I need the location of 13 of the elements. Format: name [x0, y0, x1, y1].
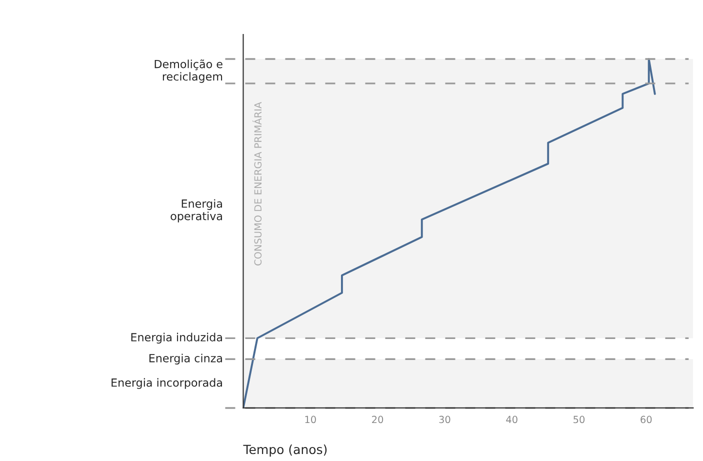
x-tick-label: 40	[506, 416, 518, 424]
x-tick-label: 10	[305, 416, 316, 424]
x-axis-title: Tempo (anos)	[243, 444, 327, 457]
x-tick-label: 50	[574, 416, 585, 424]
band-label: Energia operativa	[170, 199, 222, 222]
x-tick-label: 30	[439, 416, 450, 424]
x-tick-label: 60	[640, 416, 652, 424]
x-tick-label: 20	[372, 416, 384, 424]
ref-line-label: Energia induzida	[131, 332, 222, 344]
band-label: Energia incorporada	[112, 378, 222, 389]
y-axis-title: CONSUMO DE ENERGIA PRIMÁRIA	[252, 102, 262, 266]
ref-line-label: Energia cinza	[149, 354, 222, 365]
band-label: Demolição e reciclagem	[154, 59, 222, 83]
